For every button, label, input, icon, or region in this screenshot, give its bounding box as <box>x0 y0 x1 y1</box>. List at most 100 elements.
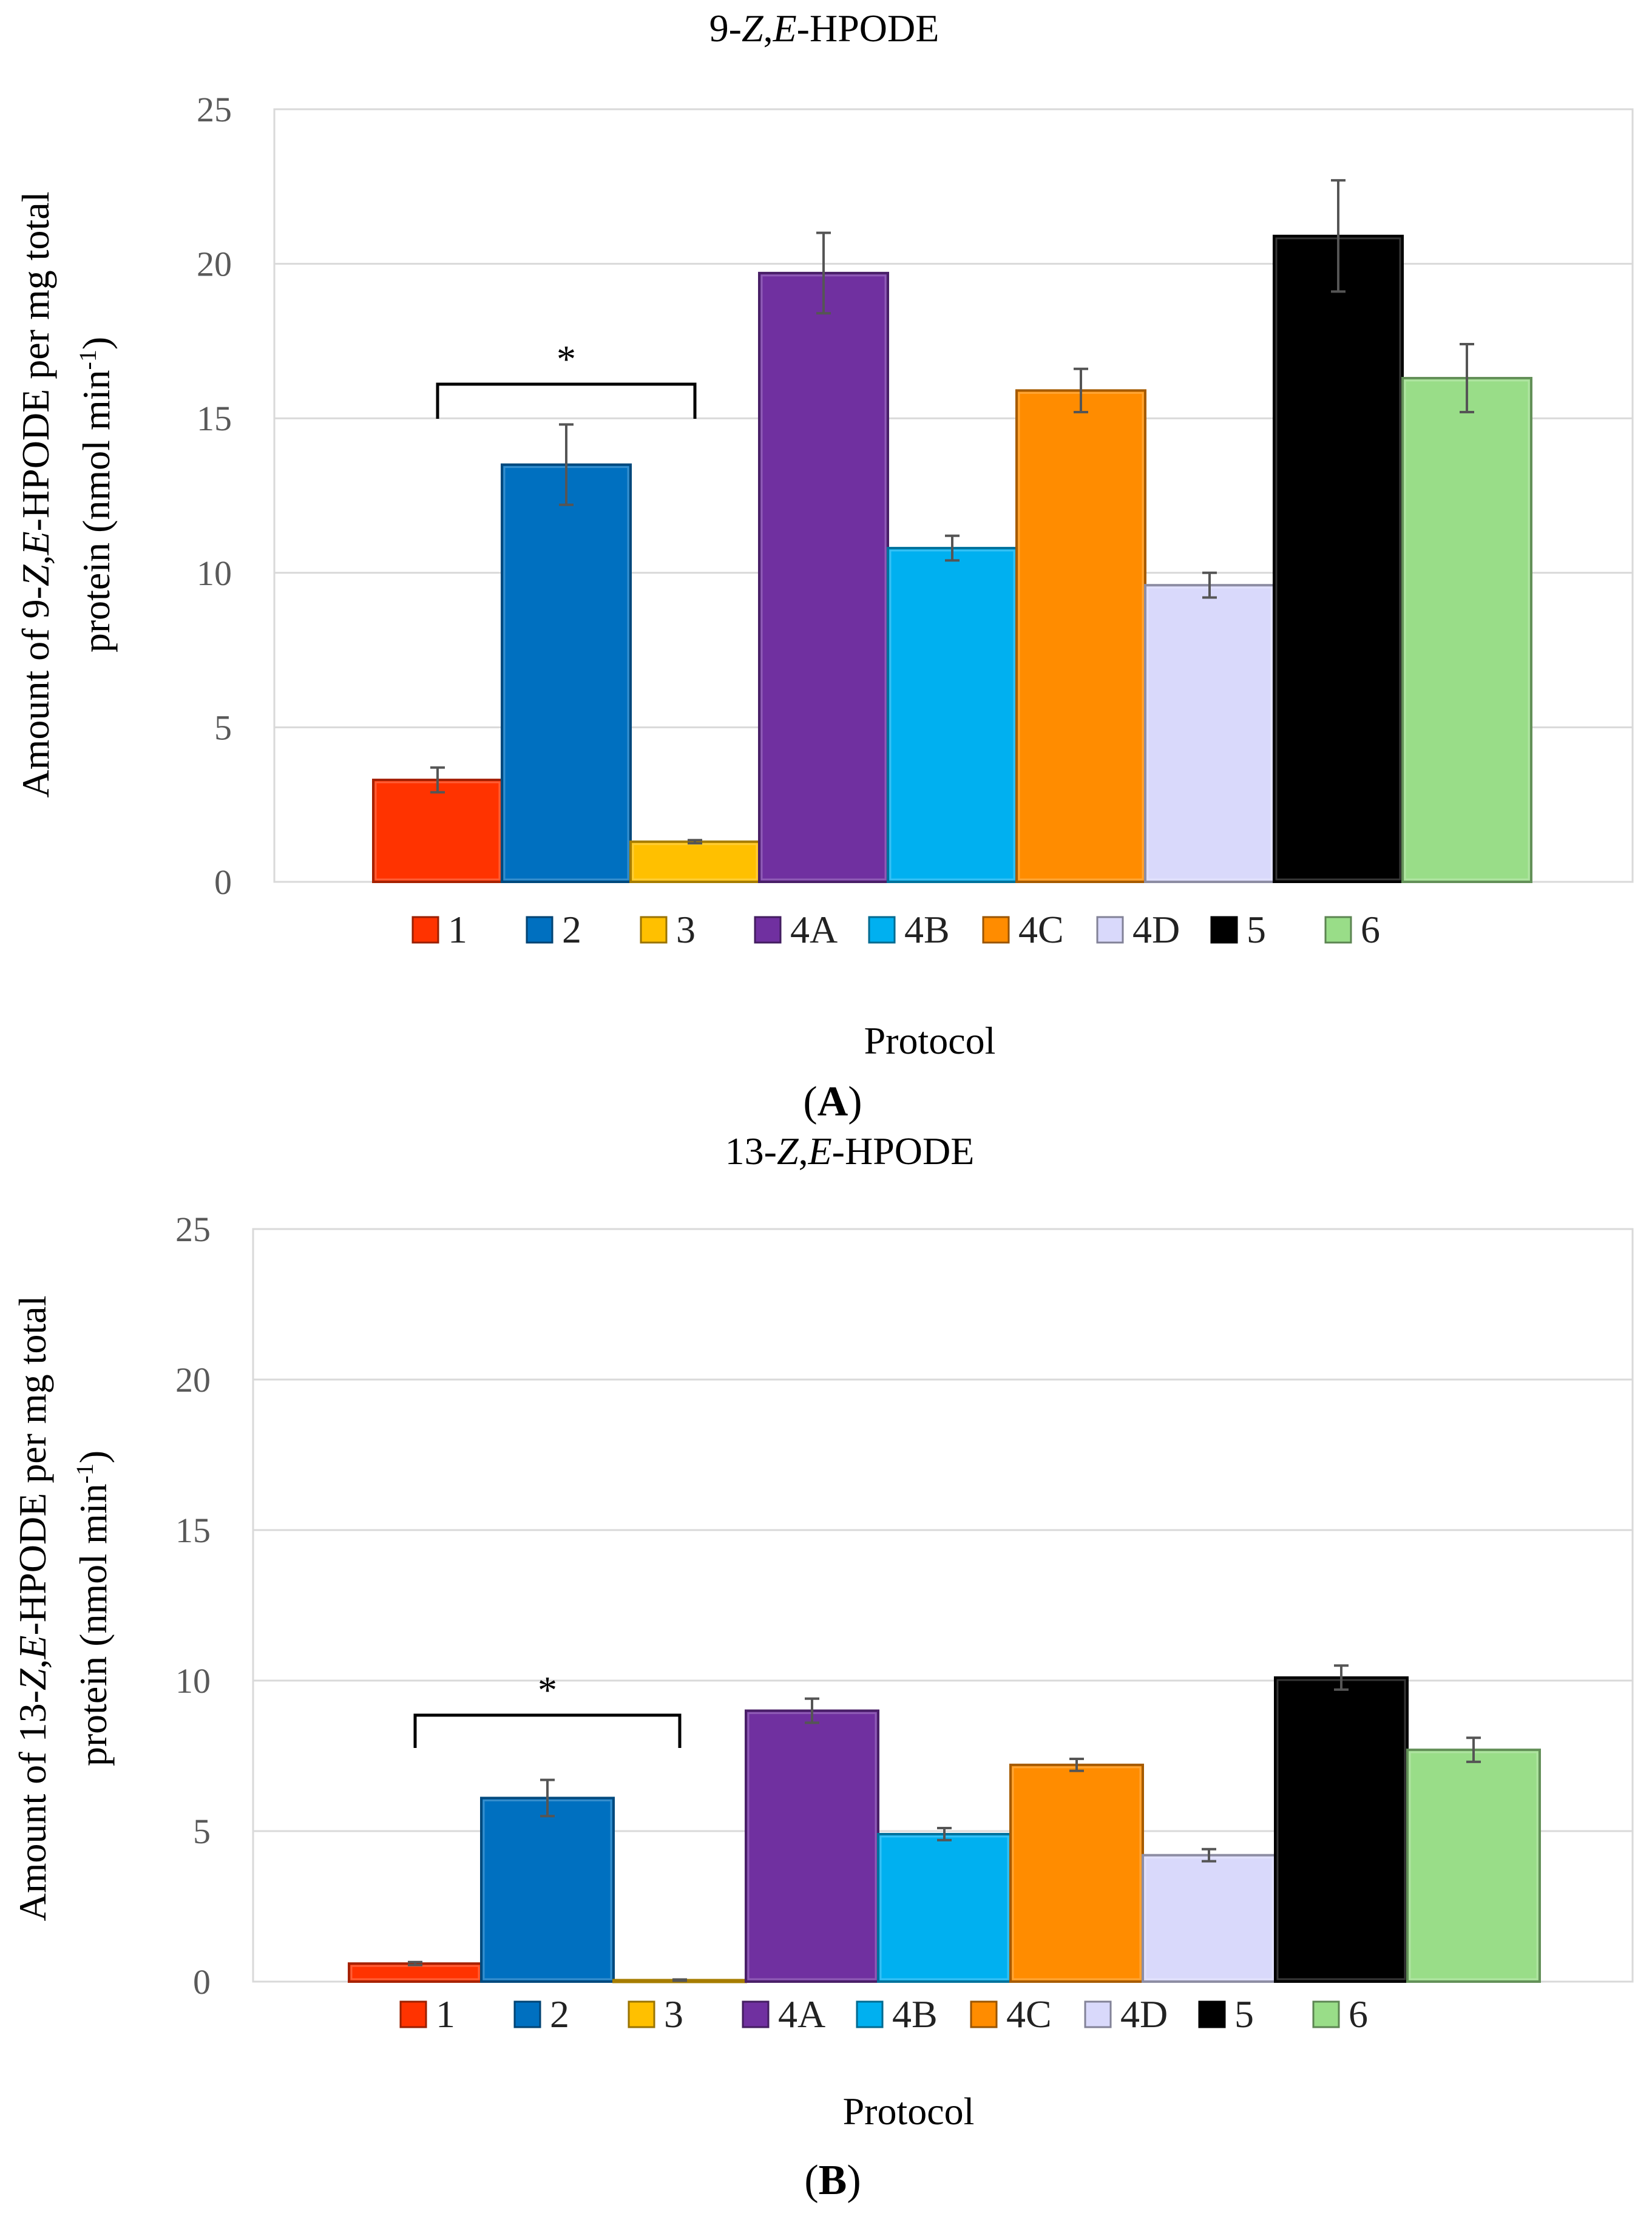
bar-5[interactable] <box>1274 1676 1409 1983</box>
legend-label: 3 <box>664 1993 683 2036</box>
legend-label: 3 <box>676 908 696 951</box>
legend-swatch <box>970 2000 998 2028</box>
legend-item-1[interactable]: 1 <box>411 908 467 951</box>
bar-4D[interactable] <box>1144 584 1275 884</box>
bar-6[interactable] <box>1406 1749 1541 1983</box>
legend-swatch <box>526 916 553 944</box>
legend-swatch <box>742 2000 770 2028</box>
legend-label: 4D <box>1120 1993 1168 2036</box>
bar-4C[interactable] <box>1009 1763 1144 1983</box>
bar-4B[interactable] <box>877 1832 1012 1983</box>
legend-label: 6 <box>1349 1993 1368 2036</box>
legend-label: 5 <box>1234 1993 1254 2036</box>
legend-item-1[interactable]: 1 <box>399 1993 455 2036</box>
legend-item-4A[interactable]: 4A <box>742 1993 825 2036</box>
y-tick-label: 5 <box>214 708 232 747</box>
legend-swatch <box>640 916 668 944</box>
legend-item-4D[interactable]: 4D <box>1084 1993 1168 2036</box>
error-bar-4D <box>1202 1847 1216 1863</box>
legend-item-4B[interactable]: 4B <box>856 1993 938 2036</box>
legend-swatch <box>628 2000 655 2028</box>
bar-5[interactable] <box>1273 234 1404 884</box>
legend-item-5[interactable]: 5 <box>1198 1993 1254 2036</box>
legend-label: 1 <box>436 1993 455 2036</box>
legend-label: 1 <box>448 908 467 951</box>
y-axis-title-line2: protein (nmol min-1) <box>74 337 118 652</box>
bar-1[interactable] <box>372 778 503 883</box>
error-bar-4A <box>805 1697 819 1724</box>
panel-label: (B) <box>804 2157 861 2204</box>
y-tick-label: 10 <box>197 554 232 593</box>
error-bar-2 <box>540 1778 555 1818</box>
y-tick-label: 10 <box>175 1661 211 1701</box>
y-tick-label: 5 <box>193 1812 211 1851</box>
legend-item-4B[interactable]: 4B <box>868 908 950 951</box>
error-bar-5 <box>1331 179 1346 293</box>
significance-bracket <box>436 382 697 419</box>
significance-label: * <box>557 337 576 381</box>
bar-4A[interactable] <box>745 1709 879 1983</box>
bar-4A[interactable] <box>758 271 889 884</box>
significance-bracket <box>413 1713 682 1748</box>
legend: 1 2 3 4A 4B 4C 4D 5 6 <box>411 908 1380 951</box>
legend-label: 4C <box>1018 908 1064 951</box>
legend-item-5[interactable]: 5 <box>1210 908 1266 951</box>
y-tick-label: 15 <box>175 1511 211 1550</box>
y-tick-label: 0 <box>214 862 232 902</box>
error-bar-4B <box>937 1827 952 1841</box>
legend-label: 5 <box>1247 908 1266 951</box>
legend-item-4C[interactable]: 4C <box>970 1993 1052 2036</box>
error-bar-4D <box>1202 571 1217 599</box>
significance-label: * <box>538 1668 557 1712</box>
legend-label: 4D <box>1132 908 1180 951</box>
legend-item-6[interactable]: 6 <box>1312 1993 1368 2036</box>
bar-4C[interactable] <box>1015 389 1146 883</box>
legend-swatch <box>513 2000 541 2028</box>
legend-label: 4B <box>892 1993 938 2036</box>
y-tick-label: 20 <box>197 245 232 284</box>
error-bar-2 <box>559 423 574 506</box>
error-bar-6 <box>1466 1736 1481 1763</box>
legend-swatch <box>1324 916 1352 944</box>
y-tick-label: 25 <box>197 90 232 129</box>
legend-item-4D[interactable]: 4D <box>1096 908 1180 951</box>
y-axis-title-line2: protein (nmol min-1) <box>71 1451 115 1766</box>
x-axis-title: Protocol <box>864 1019 996 1062</box>
error-bar-4C <box>1069 1757 1084 1772</box>
legend-item-3[interactable]: 3 <box>628 1993 683 2036</box>
legend-swatch <box>399 2000 427 2028</box>
legend-swatch <box>1096 916 1124 944</box>
bar-2[interactable] <box>480 1797 615 1983</box>
error-bar-1 <box>408 1960 422 1966</box>
legend-swatch <box>754 916 782 944</box>
legend-swatch <box>1198 2000 1226 2028</box>
legend-label: 4A <box>790 908 838 951</box>
error-bar-3 <box>688 839 702 845</box>
legend-item-4C[interactable]: 4C <box>982 908 1064 951</box>
error-bar-1 <box>430 766 445 794</box>
y-tick-label: 20 <box>175 1360 211 1400</box>
legend-item-3[interactable]: 3 <box>640 908 696 951</box>
y-axis-title: Amount of 9-Z,E-HPODE per mg total <box>14 192 57 798</box>
bar-3[interactable] <box>629 840 760 883</box>
legend-swatch <box>1210 916 1238 944</box>
bar-6[interactable] <box>1401 377 1532 883</box>
bar-4B[interactable] <box>887 547 1018 883</box>
legend-item-2[interactable]: 2 <box>513 1993 569 2036</box>
chart-title: 9-Z,E-HPODE <box>709 7 939 50</box>
legend-item-2[interactable]: 2 <box>526 908 581 951</box>
x-axis-title: Protocol <box>843 2090 975 2133</box>
bar-2[interactable] <box>501 463 632 883</box>
y-axis-title: Amount of 13-Z,E-HPODE per mg total <box>11 1296 54 1922</box>
y-tick-label: 25 <box>175 1210 211 1249</box>
error-bar-4B <box>945 534 960 562</box>
y-tick-label: 0 <box>193 1962 211 2002</box>
bar-4D[interactable] <box>1142 1854 1276 1983</box>
legend-item-4A[interactable]: 4A <box>754 908 838 951</box>
legend-item-6[interactable]: 6 <box>1324 908 1380 951</box>
legend-label: 4C <box>1006 1993 1052 2036</box>
legend-label: 4B <box>904 908 950 951</box>
